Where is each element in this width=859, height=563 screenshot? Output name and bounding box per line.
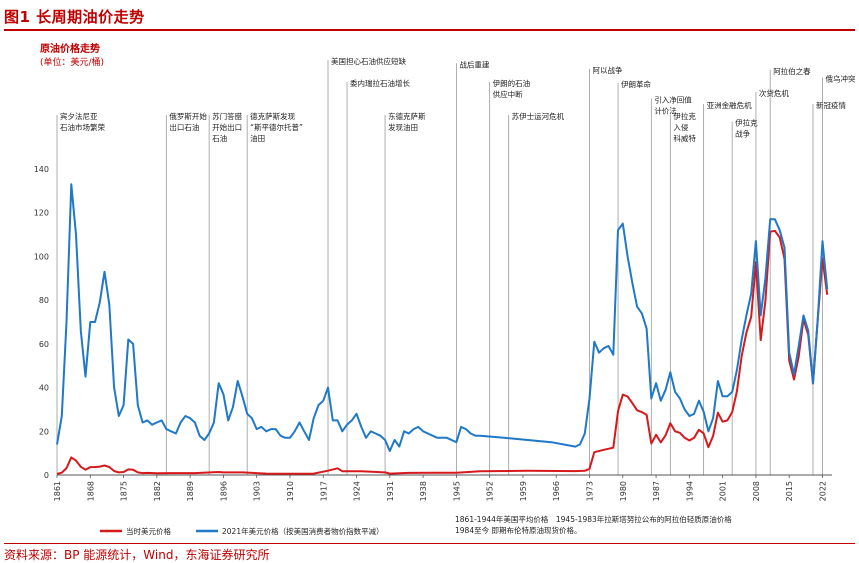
x-tick-label: 1980 [619, 481, 628, 501]
event-label: 次贷危机 [759, 88, 789, 98]
event-label: 德克萨斯发现“斯平德尔托普”油田 [250, 111, 303, 143]
y-tick-label: 20 [39, 427, 49, 436]
x-tick-label: 1889 [186, 481, 195, 501]
x-tick-label: 1959 [519, 481, 528, 501]
series-line-real [56, 183, 829, 452]
event-label: 战后重建 [459, 59, 489, 69]
x-tick-label: 1987 [652, 481, 661, 501]
source-rule [4, 543, 855, 544]
x-tick-label: 1861 [53, 481, 62, 501]
y-tick-label: 60 [39, 340, 49, 349]
x-tick-label: 2001 [719, 481, 728, 501]
y-tick-label: 40 [39, 384, 49, 393]
x-tick-label: 2015 [785, 481, 794, 501]
x-tick-label: 1896 [219, 481, 228, 501]
x-tick-label: 1966 [552, 481, 561, 501]
event-label: 伊朗的石油供应中断 [493, 78, 531, 99]
legend-label: 当时美元价格 [126, 526, 171, 536]
event-label: 东德克萨斯发现油田 [388, 111, 426, 132]
event-label: 亚洲金融危机 [707, 100, 752, 110]
x-tick-label: 1875 [120, 481, 129, 501]
x-tick-label: 2008 [752, 481, 761, 501]
x-tick-label: 1917 [319, 481, 328, 501]
axes: 0 20 40 60 80 100 120 140 1861 1868 1875 1882 1889 18… [34, 165, 832, 501]
event-label: 伊拉克入侵科威特 [673, 111, 696, 143]
legend-label: 2021年美元价格（按美国消费者物价指数平减） [222, 526, 384, 536]
event-label: 引入净回值计价法 [654, 95, 692, 116]
x-tick-label: 1910 [286, 481, 295, 501]
x-tick-label: 1903 [253, 481, 262, 501]
event-label: 阿拉伯之春 [773, 66, 811, 76]
event-label: 阿以战争 [593, 65, 623, 75]
series-line-nominal [56, 229, 829, 475]
event-label: 俄罗斯开始出口石油 [169, 111, 207, 132]
title-rule [4, 29, 855, 31]
event-label: 俄乌冲突 [825, 74, 855, 84]
x-tick-label: 1924 [353, 481, 362, 501]
y-tick-label: 120 [34, 209, 49, 218]
chart-note: 1984至今 即期布伦特原油现货价格。 [455, 525, 581, 535]
event-label: 伊拉克战争 [735, 118, 758, 139]
x-tick-label: 1938 [419, 481, 428, 501]
event-label: 新冠疫情 [816, 100, 846, 110]
x-tick-label: 1973 [586, 481, 595, 501]
event-label: 委内瑞拉石油增长 [350, 78, 410, 88]
x-tick-label: 2022 [818, 481, 827, 501]
x-tick-label: 1952 [486, 481, 495, 501]
event-annotations: 宾夕法尼亚石油市场繁荣 俄罗斯开始出口石油苏门答腊开始出口石油德克萨斯发现“斯平德… [60, 56, 856, 143]
event-label: 宾夕法尼亚石油市场繁荣 [60, 111, 105, 132]
chart-subtitle: 原油价格走势 [40, 44, 100, 55]
event-label: 美国担心石油供应短缺 [331, 56, 406, 66]
legend: 当时美元价格 2021年美元价格（按美国消费者物价指数平减） [100, 526, 384, 536]
event-label: 苏伊士运河危机 [512, 111, 565, 121]
x-tick-label: 1868 [86, 481, 95, 501]
y-tick-label: 140 [34, 165, 49, 174]
chart-unit: (单位：美元/桶) [40, 58, 105, 68]
chart-note: 1861-1944年美国平均价格 1945-1983年拉斯塔努拉公布的阿拉伯轻质… [455, 514, 732, 524]
chart-notes: 1861-1944年美国平均价格 1945-1983年拉斯塔努拉公布的阿拉伯轻质… [455, 514, 732, 535]
x-tick-label: 1945 [452, 481, 461, 501]
figure-title: 图1 长周期油价走势 [4, 8, 145, 26]
x-tick-label: 1931 [386, 481, 395, 501]
x-tick-label: 1994 [685, 481, 694, 501]
event-label: 苏门答腊开始出口石油 [212, 111, 242, 143]
y-tick-label: 100 [34, 252, 49, 261]
x-tick-label: 1882 [153, 481, 162, 501]
series-lines [56, 183, 829, 475]
event-label: 伊朗革命 [621, 79, 651, 89]
y-tick-label: 0 [44, 471, 49, 480]
source-note: 资料来源：BP 能源统计，Wind，东海证券研究所 [4, 548, 270, 562]
y-tick-label: 80 [39, 296, 49, 305]
